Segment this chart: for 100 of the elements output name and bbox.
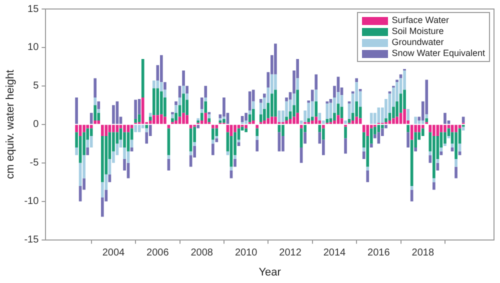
y-tick-label: -10 (24, 196, 40, 208)
bar (156, 115, 160, 124)
bar (355, 116, 358, 124)
bar (130, 147, 134, 152)
bar (285, 120, 288, 124)
bar (252, 109, 255, 121)
bar (234, 155, 236, 160)
bar (104, 124, 108, 136)
bar (403, 109, 406, 124)
bar (156, 88, 160, 116)
bar (86, 147, 90, 156)
bar (156, 80, 160, 88)
bar (403, 70, 406, 90)
bar (174, 120, 178, 124)
bar (282, 124, 284, 136)
bar (370, 112, 373, 124)
bar (396, 80, 398, 82)
bar (222, 116, 226, 120)
bar (152, 88, 156, 116)
bar (196, 124, 200, 128)
bar (134, 124, 137, 132)
bar (182, 86, 185, 94)
bar (90, 124, 93, 128)
x-tick-label: 2012 (279, 248, 302, 259)
bar (167, 155, 170, 160)
bar (454, 124, 458, 132)
bar (256, 124, 259, 128)
bar (355, 78, 358, 82)
bar (266, 118, 270, 124)
bar (270, 116, 274, 124)
bar (444, 112, 446, 124)
bar (218, 118, 222, 121)
bar (314, 116, 318, 124)
bar (204, 86, 208, 98)
bar (230, 170, 233, 178)
bar (406, 124, 410, 132)
bar (314, 74, 318, 90)
bar (200, 97, 204, 110)
x-tick-label: 2004 (102, 248, 126, 259)
bar (230, 166, 233, 171)
bar (358, 118, 362, 124)
bar (90, 128, 93, 136)
bar (86, 124, 90, 128)
bar (282, 136, 284, 152)
y-tick-label: 10 (28, 42, 40, 54)
bar (403, 90, 406, 110)
legend-label: Groundwater (392, 37, 444, 48)
x-tick-label: 2014 (323, 248, 346, 259)
bar (174, 105, 178, 113)
bar (222, 119, 226, 123)
bar (418, 124, 421, 132)
bar (366, 170, 370, 182)
bar (270, 94, 274, 117)
bar (307, 102, 310, 118)
bar (178, 116, 182, 124)
bar (329, 99, 332, 103)
bar (454, 159, 458, 167)
bar (82, 124, 86, 132)
bar (100, 124, 104, 136)
bar (310, 101, 314, 117)
bar (244, 128, 248, 132)
bar (186, 115, 188, 124)
bar (160, 91, 163, 114)
bar (421, 128, 424, 136)
bar (370, 144, 373, 148)
bar (145, 128, 148, 132)
y-tick-label: 5 (33, 80, 40, 92)
bar (234, 124, 236, 132)
bar (458, 144, 462, 152)
bar (174, 101, 178, 106)
bar (94, 78, 97, 98)
bar (100, 136, 104, 182)
bar (262, 94, 266, 98)
bar (307, 118, 310, 122)
x-tick-label: 2006 (146, 248, 170, 259)
bar (186, 94, 188, 100)
bar (406, 132, 410, 148)
bar (193, 142, 196, 146)
x-tick-label: 2008 (190, 248, 214, 259)
bar (244, 112, 248, 121)
bar (189, 128, 192, 152)
bar (237, 142, 240, 146)
bar (94, 105, 97, 121)
bar (274, 90, 277, 117)
bar (322, 120, 325, 124)
bar (296, 90, 299, 113)
bar (256, 140, 259, 152)
bar (425, 114, 428, 118)
bar (182, 70, 185, 86)
bar (396, 116, 398, 124)
bar (351, 120, 354, 124)
bar (123, 147, 126, 160)
y-tick-label: -5 (30, 158, 40, 169)
bar (432, 178, 436, 182)
legend-label: Surface Water (392, 15, 449, 26)
bar (145, 124, 148, 128)
bar (410, 186, 414, 190)
bar (141, 59, 144, 98)
bar (164, 82, 166, 90)
bar (90, 136, 93, 148)
